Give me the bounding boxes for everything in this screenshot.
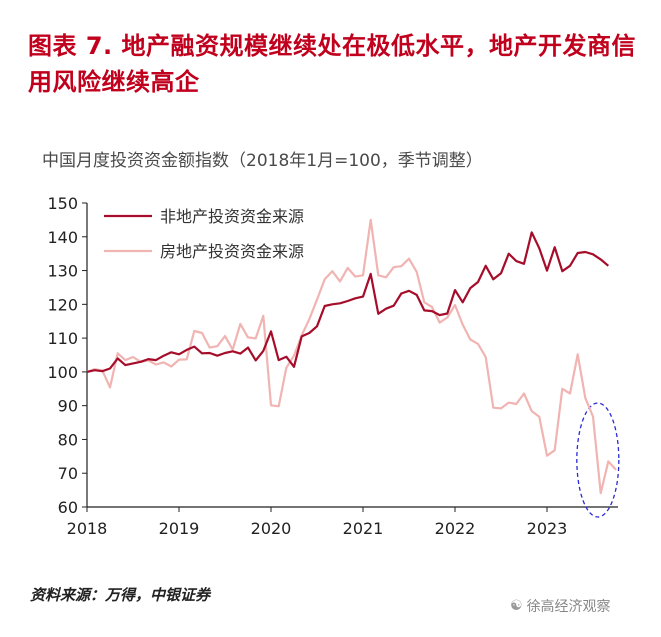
- watermark-text: 徐高经济观察: [526, 599, 611, 615]
- highlight-annotation: [576, 402, 620, 518]
- series-line-1: [86, 218, 617, 495]
- y-tick-label: 150: [47, 194, 78, 213]
- series-lines: [86, 218, 617, 495]
- data-source: 资料来源：万得，中银证券: [30, 586, 211, 604]
- x-tick-label: 2020: [251, 519, 292, 538]
- series-line-0: [86, 231, 610, 373]
- chart-axes: 60 70 80 90 100 110 120 130 140 150 2018 2019 2020 20…: [47, 194, 618, 538]
- y-tick-label: 100: [47, 363, 78, 382]
- watermark: ☯ 徐高经济观察: [510, 596, 611, 616]
- legend-label-1: 房地产投资资金来源: [160, 242, 304, 261]
- chart-title: 图表 7. 地产融资规模继续处在极低水平，地产开发商信用风险继续高企: [28, 32, 637, 96]
- highlight-ellipse: [576, 402, 620, 518]
- x-tick-label: 2023: [527, 519, 568, 538]
- y-tick-label: 70: [58, 464, 78, 483]
- y-tick-label: 60: [58, 498, 78, 517]
- wechat-icon: ☯: [510, 598, 523, 614]
- y-tick-label: 130: [47, 262, 78, 281]
- y-tick-label: 140: [47, 228, 78, 247]
- y-tick-label: 80: [58, 430, 78, 449]
- x-tick-label: 2021: [343, 519, 384, 538]
- legend-label-0: 非地产投资资金来源: [160, 207, 304, 226]
- y-tick-label: 120: [47, 295, 78, 314]
- y-tick-label: 90: [58, 397, 78, 416]
- chart-subtitle: 中国月度投资资金额指数（2018年1月=100，季节调整）: [42, 151, 483, 171]
- x-tick-label: 2022: [435, 519, 476, 538]
- y-tick-label: 110: [47, 329, 78, 348]
- x-tick-label: 2018: [67, 519, 108, 538]
- x-tick-label: 2019: [159, 519, 200, 538]
